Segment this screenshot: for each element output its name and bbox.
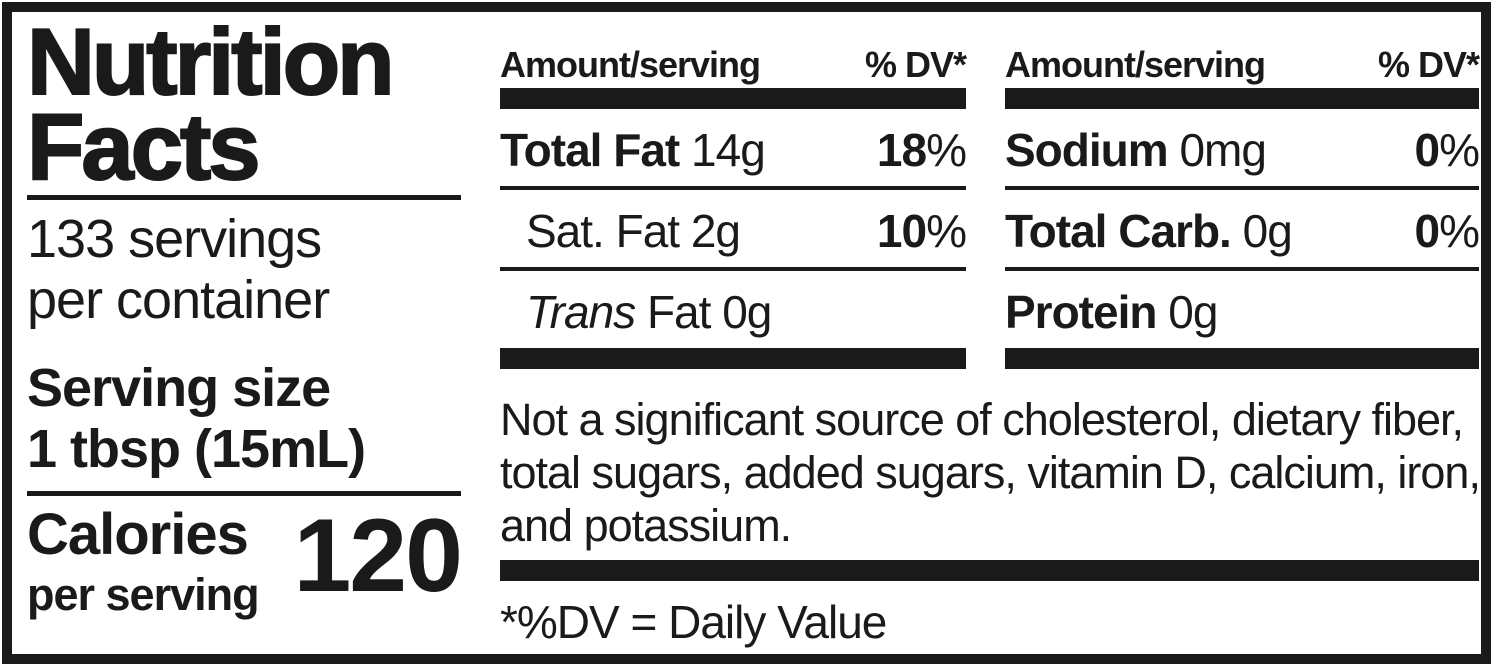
row-trans-fat: Trans Fat 0g (500, 271, 966, 348)
calories-row: Calories per serving 120 (27, 498, 463, 621)
nutrient-name: Protein 0g (1005, 286, 1218, 338)
nutrient-name: Total Fat 14g (500, 124, 766, 176)
daily-value: 18% (876, 124, 967, 176)
calories-labels: Calories per serving (27, 502, 260, 621)
servings-line-1: 133 servings (27, 209, 322, 270)
serving-size: Serving size 1 tbsp (15mL) (27, 358, 461, 479)
title-line-2: Facts (26, 93, 262, 199)
row-divider (500, 186, 966, 190)
row-total-carb: Total Carb. 0g 0% (1005, 190, 1480, 267)
calories-label: Calories (27, 502, 249, 568)
column-header: Amount/serving % DV* (500, 44, 967, 85)
column-end-bar (1005, 348, 1479, 369)
nutrient-name: Sat. Fat 2g (526, 205, 741, 257)
servings-per-container: 133 servings per container (27, 209, 461, 330)
row-total-fat: Total Fat 14g 18% (500, 109, 967, 186)
dv-footnote: *%DV = Daily Value (500, 596, 887, 648)
insignificant-source-note: Not a significant source of cholesterol,… (500, 393, 1481, 552)
daily-value: 0% (1414, 124, 1480, 176)
nutrient-column-sodium: Amount/serving % DV* Sodium 0mg 0% Total… (1005, 40, 1480, 369)
row-divider (500, 267, 966, 271)
row-divider (1005, 267, 1479, 271)
calories-sublabel: per serving (27, 569, 260, 621)
row-protein: Protein 0g (1005, 271, 1479, 348)
row-sodium: Sodium 0mg 0% (1005, 109, 1480, 186)
label-title: Nutrition Facts (26, 9, 461, 199)
row-divider (1005, 186, 1479, 190)
serving-size-label: Serving size (27, 358, 331, 419)
column-header: Amount/serving % DV* (1005, 44, 1480, 85)
left-panel: Nutrition Facts 133 servings per contain… (26, 9, 463, 621)
note-line-1: Not a significant source of cholesterol,… (500, 394, 1464, 445)
serving-size-value: 1 tbsp (15mL) (27, 418, 366, 479)
footnote-divider-bar (500, 560, 1479, 581)
daily-value: 10% (876, 205, 967, 257)
title-divider-rule (27, 195, 461, 201)
servings-line-2: per container (27, 269, 330, 330)
header-dv-label: % DV* (1377, 44, 1480, 85)
daily-value: 0% (1414, 205, 1480, 257)
note-line-3: and potassium. (500, 500, 792, 551)
nutrient-name: Trans Fat 0g (526, 286, 772, 338)
header-dv-label: % DV* (864, 44, 967, 85)
note-line-2: total sugars, added sugars, vitamin D, c… (500, 447, 1481, 498)
header-amount-label: Amount/serving (500, 44, 761, 85)
header-bar (500, 88, 966, 109)
nutrient-name: Sodium 0mg (1005, 124, 1267, 176)
nutrient-name: Total Carb. 0g (1005, 205, 1293, 257)
nutrient-column-fat: Amount/serving % DV* Total Fat 14g 18% S… (500, 40, 967, 369)
calories-value: 120 (293, 498, 463, 615)
header-amount-label: Amount/serving (1005, 44, 1266, 85)
calories-divider-rule (27, 491, 461, 497)
column-end-bar (500, 348, 966, 369)
title-line-1: Nutrition (26, 9, 396, 114)
header-bar (1005, 88, 1479, 109)
row-sat-fat: Sat. Fat 2g 10% (500, 190, 967, 267)
